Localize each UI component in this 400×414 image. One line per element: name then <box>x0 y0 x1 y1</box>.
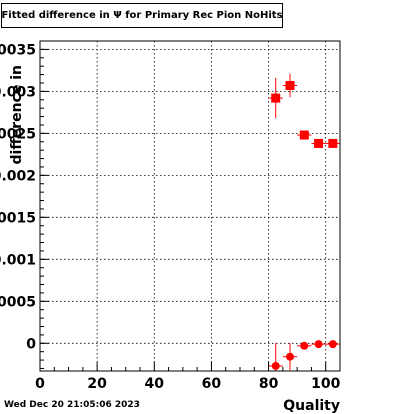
x-axis-label: Quality <box>283 398 340 414</box>
data-points <box>268 73 340 371</box>
plot-frame <box>39 40 341 372</box>
x-tick-labels: 0 20 40 60 80 100 <box>35 376 340 392</box>
circle-marker <box>286 352 294 361</box>
y-tick-label: .0005 <box>0 294 36 310</box>
x-tick-label: 0 <box>35 376 45 392</box>
x-tick-label: 20 <box>87 376 107 392</box>
x-tick-label: 40 <box>145 376 165 392</box>
grid-lines <box>39 41 340 371</box>
square-marker <box>314 138 324 148</box>
x-tick-label: 80 <box>259 376 279 392</box>
square-marker <box>299 130 309 140</box>
square-marker <box>271 93 281 103</box>
square-marker <box>328 138 338 148</box>
y-tick-label: 0 <box>26 336 36 352</box>
y-axis-label: difference in <box>9 65 25 164</box>
y-tick-label: .0015 <box>0 210 36 226</box>
chart-title: Fitted difference in Ψ for Primary Rec P… <box>1 3 283 28</box>
x-tick-label: 100 <box>311 376 340 392</box>
y-tick-label: 0.002 <box>0 168 36 184</box>
x-tick-label: 60 <box>202 376 222 392</box>
y-tick-label: 0.003 <box>0 84 36 100</box>
y-tick-labels: 0 .0005 0.001 .0015 0.002 .0025 0.003 .0035 <box>0 42 36 352</box>
y-tick-label: 0.001 <box>0 252 36 268</box>
timestamp: Wed Dec 20 21:05:06 2023 <box>4 400 140 410</box>
square-marker <box>285 81 295 91</box>
circle-marker <box>300 341 309 350</box>
circle-marker <box>271 361 280 370</box>
axis-ticks <box>39 40 341 371</box>
circle-marker <box>314 340 323 349</box>
circle-marker <box>328 340 337 349</box>
y-tick-label: .0025 <box>0 126 36 142</box>
y-tick-label: .0035 <box>0 42 36 58</box>
